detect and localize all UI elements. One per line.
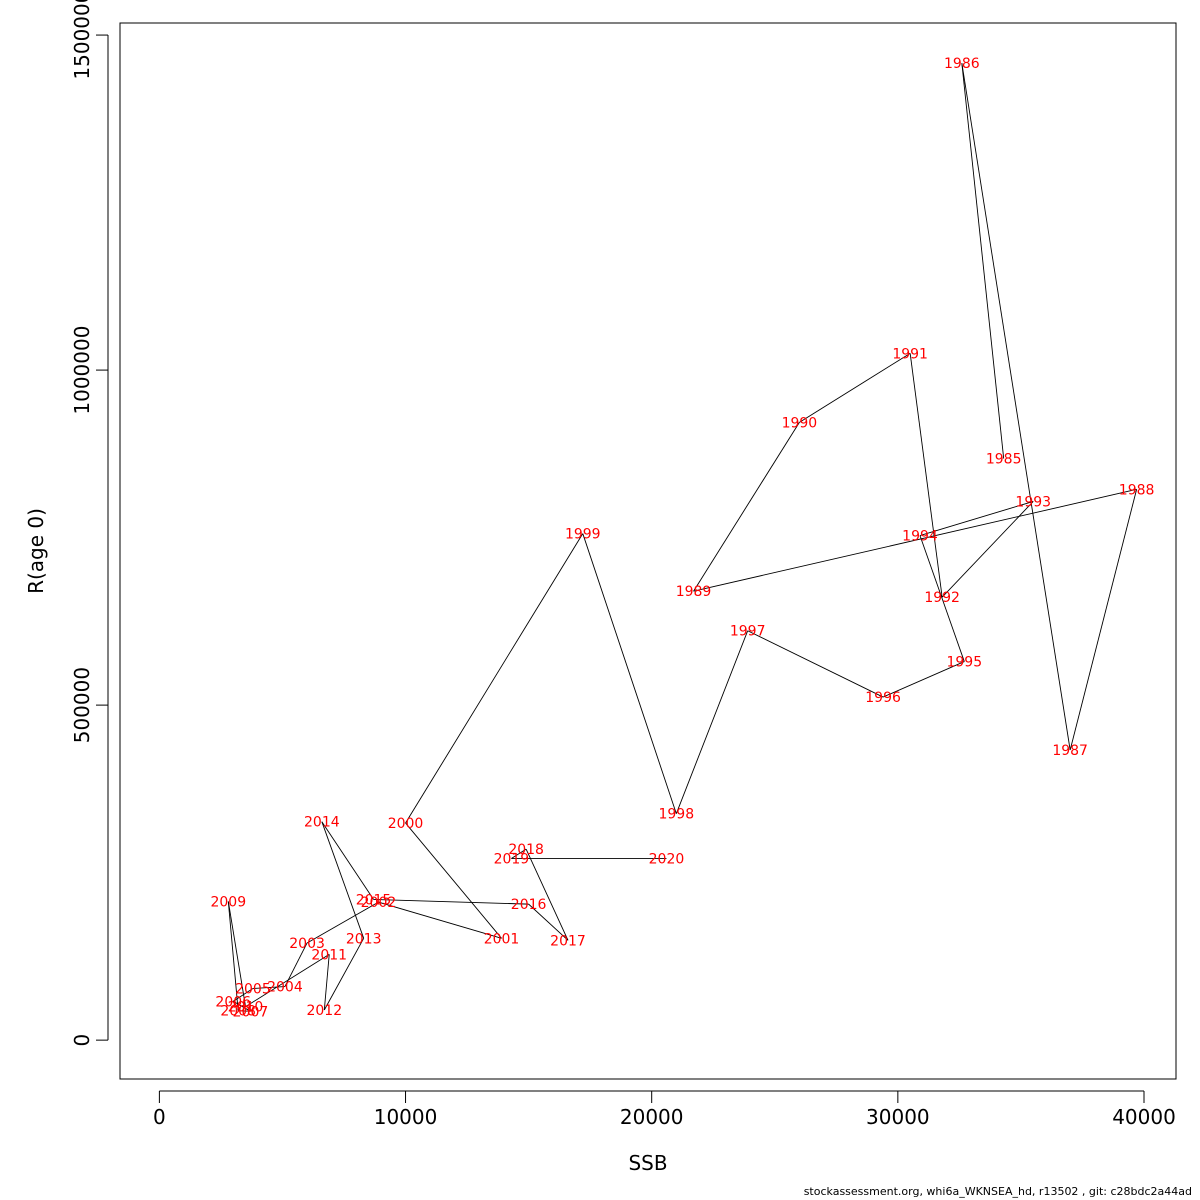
trajectory-segment	[306, 901, 379, 944]
trajectory-segment	[961, 63, 1071, 751]
x-tick-label: 0	[153, 1105, 166, 1129]
year-label-2009: 2009	[210, 894, 246, 910]
trajectory-segment	[941, 501, 1034, 598]
trajectory-segment	[528, 903, 569, 941]
year-label-1997: 1997	[730, 624, 766, 640]
year-labels: 1985 1986 1987 1988 1989 1990 1991 1992 1993 1994…	[210, 56, 1154, 1020]
year-label-1988: 1988	[1119, 482, 1155, 498]
trajectory-segment	[582, 533, 677, 814]
trajectory-segment	[321, 821, 374, 900]
year-label-2000: 2000	[388, 816, 424, 832]
trajectory-segment	[919, 535, 965, 662]
trajectory-segment	[232, 988, 254, 1002]
trajectory-segment	[245, 953, 330, 1008]
trajectory-segment	[238, 1010, 251, 1012]
trajectory-segment	[511, 848, 527, 859]
year-label-1995: 1995	[946, 655, 982, 671]
y-axis-title: R(age 0)	[24, 508, 48, 594]
trajectory-segment	[799, 352, 911, 423]
year-label-1987: 1987	[1052, 743, 1088, 759]
trajectory-segment	[405, 822, 502, 939]
trajectory-segment	[693, 422, 800, 592]
year-label-2006: 2006	[215, 994, 251, 1010]
year-label-1999: 1999	[565, 527, 601, 543]
year-label-1994: 1994	[902, 529, 938, 545]
year-label-1993: 1993	[1015, 494, 1051, 510]
y-tick-label: 1500000	[70, 0, 94, 80]
plot-frame	[119, 22, 1177, 1080]
year-label-1985: 1985	[986, 452, 1022, 468]
year-label-2014: 2014	[304, 815, 340, 831]
year-label-2017: 2017	[550, 933, 586, 949]
year-label-2002: 2002	[361, 895, 397, 911]
x-tick-label: 10000	[374, 1105, 438, 1129]
year-label-2011: 2011	[311, 947, 347, 963]
year-label-1998: 1998	[658, 807, 694, 823]
x-tick-label: 30000	[866, 1105, 930, 1129]
trajectory-segment	[882, 661, 965, 698]
trajectory-segment	[747, 630, 884, 698]
trajectory-segment	[961, 63, 1005, 459]
trajectory-segment	[323, 938, 365, 1011]
trajectory-segment	[321, 821, 365, 939]
trajectory-segment	[323, 954, 330, 1011]
y-axis: 0 500000 1000000 1500000	[70, 0, 109, 1047]
trajectory-segment	[675, 630, 749, 814]
year-label-2001: 2001	[484, 931, 520, 947]
footer-credit: stockassessment.org, whi6a_WKNSEA_hd, r1…	[803, 1185, 1192, 1198]
y-tick-label: 500000	[70, 667, 94, 743]
year-label-1986: 1986	[944, 56, 980, 72]
trajectory-segment	[233, 1000, 251, 1012]
year-label-2016: 2016	[511, 897, 547, 913]
trajectory-segment	[693, 488, 1137, 592]
x-tick-label: 20000	[620, 1105, 684, 1129]
x-axis-title: SSB	[628, 1151, 667, 1175]
year-label-2004: 2004	[267, 980, 303, 996]
trajectory-segment	[1069, 489, 1138, 751]
year-label-2015: 2015	[356, 892, 392, 908]
trajectory-segment	[525, 848, 569, 941]
trajectory-segment	[227, 901, 246, 1007]
trajectory-segment	[252, 986, 285, 989]
year-label-2012: 2012	[306, 1003, 342, 1019]
year-label-2019: 2019	[494, 852, 530, 868]
trajectory-segment	[405, 533, 584, 824]
year-label-2003: 2003	[289, 936, 325, 952]
x-tick-label: 40000	[1112, 1105, 1176, 1129]
trajectory-segment	[373, 898, 529, 905]
trajectory-segment	[227, 901, 239, 1011]
year-label-2007: 2007	[233, 1004, 269, 1020]
y-tick-label: 0	[70, 1034, 94, 1047]
trajectory-segment	[378, 901, 502, 939]
year-label-2008: 2008	[220, 1004, 256, 1020]
year-label-1989: 1989	[676, 584, 712, 600]
trajectory-segment	[909, 353, 943, 598]
x-axis: 0 10000 20000 30000 40000	[153, 1090, 1176, 1129]
year-label-1990: 1990	[782, 415, 818, 431]
year-label-2013: 2013	[346, 931, 382, 947]
recruitment-trajectory	[227, 63, 1138, 1012]
year-label-1991: 1991	[892, 346, 928, 362]
y-tick-label: 1000000	[70, 326, 94, 415]
year-label-2010: 2010	[228, 1000, 264, 1016]
year-label-1996: 1996	[865, 690, 901, 706]
trajectory-segment	[919, 500, 1034, 537]
year-label-1992: 1992	[924, 590, 960, 606]
year-label-2005: 2005	[235, 982, 271, 998]
year-label-2020: 2020	[649, 852, 685, 868]
year-label-2018: 2018	[508, 842, 544, 858]
